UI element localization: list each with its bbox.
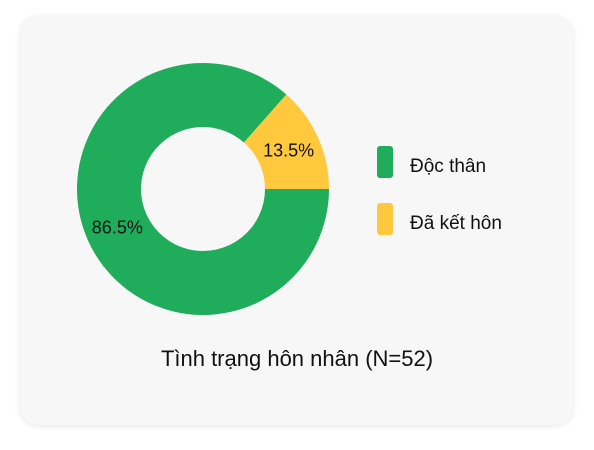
- legend-swatch-doc-than: [377, 146, 393, 178]
- donut-slices: [77, 62, 329, 315]
- slice-label-da-ket-hon: 13.5%: [263, 140, 314, 160]
- legend-label-da-ket-hon: Đã kết hôn: [410, 213, 502, 234]
- slice-label-doc-than: 86.5%: [92, 218, 143, 238]
- legend: Độc thân Đã kết hôn: [377, 146, 502, 235]
- slice-labels: 86.5% 13.5%: [92, 140, 314, 237]
- legend-item-da-ket-hon: Đã kết hôn: [377, 203, 502, 235]
- slice-da-ket-hon: [244, 94, 329, 189]
- legend-swatch-da-ket-hon: [377, 203, 393, 235]
- chart-title: Tình trạng hôn nhân (N=52): [160, 346, 434, 371]
- legend-item-doc-than: Độc thân: [377, 146, 486, 178]
- legend-label-doc-than: Độc thân: [410, 156, 486, 177]
- slice-doc-than: [77, 62, 329, 315]
